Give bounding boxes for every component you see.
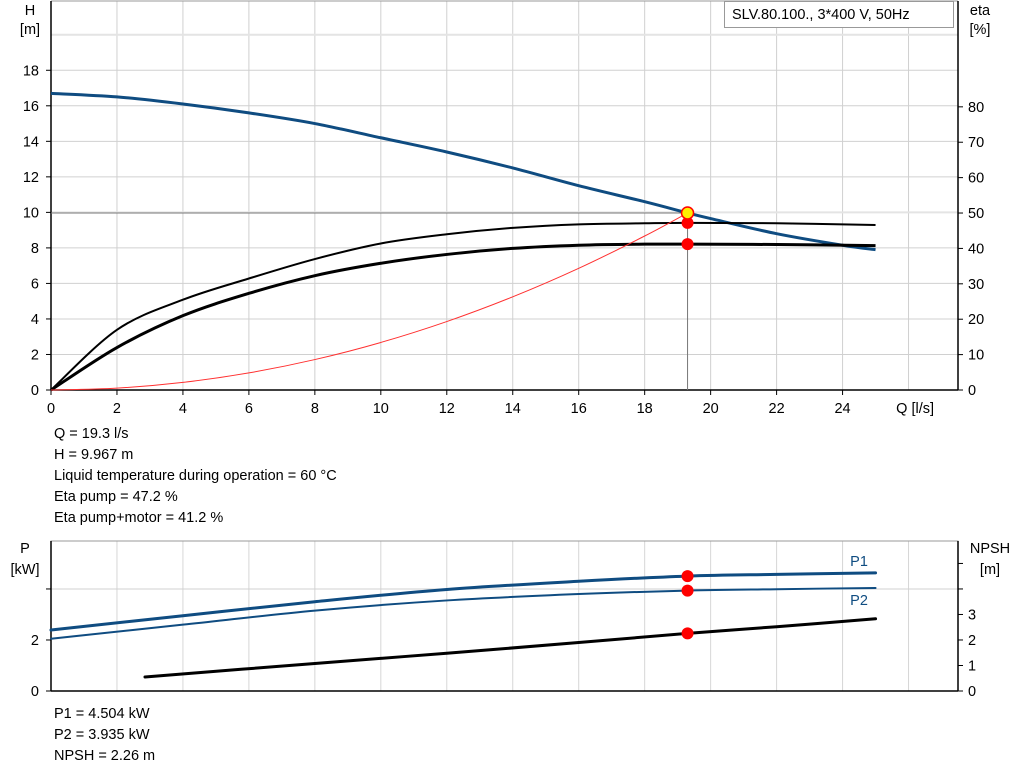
x-tick-label: 24: [834, 401, 850, 417]
x-tick-label: 22: [769, 401, 785, 417]
readout-eta-pump-motor: Eta pump+motor = 41.2 %: [54, 510, 224, 526]
curve-P1: [49, 571, 878, 632]
series-label-p1: P1: [850, 554, 868, 570]
x-tick-label: 2: [113, 401, 121, 417]
y-left-axis-label: P: [20, 541, 30, 557]
y-right-tick-label: 0: [968, 684, 976, 700]
x-tick-label: 10: [373, 401, 389, 417]
y-left-tick-label: 12: [23, 170, 39, 186]
y-right-axis-label: eta: [970, 3, 991, 19]
y-right-tick-label: 60: [968, 171, 984, 187]
y-left-tick-label: 10: [23, 205, 39, 221]
x-tick-label: 16: [571, 401, 587, 417]
series-label-p2: P2: [850, 593, 868, 609]
x-tick-label: 6: [245, 401, 253, 417]
y-right-tick-label: 40: [968, 241, 984, 257]
p1-duty-marker: [681, 570, 694, 583]
y-left-tick-label: 4: [31, 312, 39, 328]
duty-point-marker: [680, 206, 695, 220]
curve-H: [50, 91, 876, 252]
y-left-tick-label: 0: [31, 383, 39, 399]
readout-p2: P2 = 3.935 kW: [54, 727, 150, 743]
y-right-axis-unit: [%]: [970, 22, 991, 38]
eta-pump-motor-duty-marker: [681, 238, 694, 251]
y-right-tick-label: 80: [968, 100, 984, 116]
x-tick-label: 4: [179, 401, 187, 417]
y-left-tick-label: 6: [31, 276, 39, 292]
curve-eta-pump-motor: [50, 242, 876, 392]
y-right-tick-label: 3: [968, 607, 976, 623]
x-tick-label: 18: [637, 401, 653, 417]
y-left-tick-label: 16: [23, 99, 39, 115]
y-left-tick-label: 0: [31, 684, 39, 700]
y-right-tick-label: 10: [968, 348, 984, 364]
y-left-axis-label: H: [25, 3, 35, 19]
y-right-axis-unit: [m]: [980, 562, 1000, 578]
x-tick-label: 14: [505, 401, 521, 417]
curve-NPSH: [143, 617, 878, 679]
y-left-tick-label: 8: [31, 241, 39, 257]
y-right-tick-label: 2: [968, 633, 976, 649]
y-right-axis-label: NPSH: [970, 541, 1010, 557]
readout-npsh: NPSH = 2.26 m: [54, 748, 156, 764]
p2-duty-marker: [681, 584, 694, 597]
duty-point-readout: Q = 19.3 l/s H = 9.967 m Liquid temperat…: [54, 424, 337, 529]
y-right-tick-label: 20: [968, 312, 984, 328]
power-readout: P1 = 4.504 kW P2 = 3.935 kW NPSH = 2.26 …: [54, 704, 155, 767]
y-left-axis-unit: [kW]: [11, 562, 40, 578]
curve-system-curve: [50, 212, 688, 391]
x-tick-label: 8: [311, 401, 319, 417]
x-tick-label: 0: [47, 401, 55, 417]
eta-pump-duty-marker: [681, 216, 694, 229]
npsh-duty-marker: [681, 627, 694, 640]
pump-legend-box: SLV.80.100., 3*400 V, 50Hz: [724, 1, 954, 28]
readout-h: H = 9.967 m: [54, 447, 134, 463]
readout-temperature: Liquid temperature during operation = 60…: [54, 468, 337, 484]
curve-P2: [50, 586, 877, 640]
y-right-tick-label: 0: [968, 383, 976, 399]
y-left-tick-label: 14: [23, 134, 39, 150]
y-left-tick-label: 2: [31, 633, 39, 649]
x-axis-label: Q [l/s]: [896, 401, 934, 417]
y-right-tick-label: 30: [968, 277, 984, 293]
x-tick-label: 20: [703, 401, 719, 417]
y-left-axis-unit: [m]: [20, 22, 40, 38]
readout-q: Q = 19.3 l/s: [54, 426, 129, 442]
readout-p1: P1 = 4.504 kW: [54, 706, 150, 722]
y-left-tick-label: 18: [23, 63, 39, 79]
x-tick-label: 12: [439, 401, 455, 417]
y-right-tick-label: 70: [968, 135, 984, 151]
y-right-tick-label: 50: [968, 206, 984, 222]
y-left-tick-label: 2: [31, 347, 39, 363]
y-right-tick-label: 1: [968, 658, 976, 674]
readout-eta-pump: Eta pump = 47.2 %: [54, 489, 178, 505]
